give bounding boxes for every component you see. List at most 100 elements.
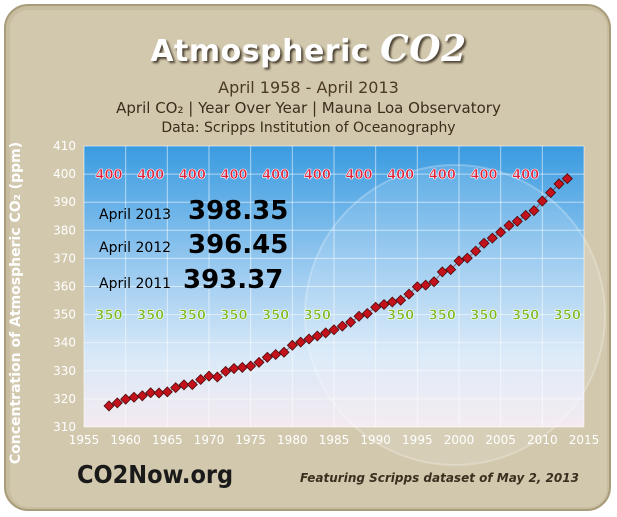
data-point <box>220 365 232 377</box>
data-point <box>353 310 365 322</box>
data-point <box>328 324 340 336</box>
reference-label-350: 350 <box>554 309 581 324</box>
data-point <box>103 400 115 412</box>
data-point <box>470 245 482 257</box>
data-point <box>278 346 290 358</box>
data-point <box>320 327 332 339</box>
x-tick-label: 1995 <box>402 433 433 447</box>
data-point <box>336 320 348 332</box>
y-tick-label: 390 <box>53 195 76 209</box>
data-point <box>445 264 457 276</box>
data-point <box>361 307 373 319</box>
data-point <box>370 301 382 313</box>
data-point <box>553 178 565 190</box>
x-tick-label: 2005 <box>485 433 516 447</box>
data-point <box>311 330 323 342</box>
data-point <box>128 391 140 403</box>
data-point <box>261 351 273 363</box>
y-tick-label: 320 <box>53 392 76 406</box>
y-tick-label: 400 <box>53 167 76 181</box>
data-point <box>195 373 207 386</box>
y-tick-label: 380 <box>53 223 76 237</box>
data-point <box>536 195 548 207</box>
chart-description: April CO₂ | Year Over Year | Mauna Loa O… <box>116 99 501 117</box>
data-point <box>395 294 407 306</box>
featuring-note: Featuring Scripps dataset of May 2, 2013 <box>300 471 579 485</box>
reference-label-400: 400 <box>429 168 456 183</box>
data-point <box>520 209 532 221</box>
reference-label-400: 400 <box>512 168 539 183</box>
x-tick-label: 1965 <box>152 433 183 447</box>
data-point <box>478 237 490 249</box>
data-point <box>120 393 132 405</box>
data-point <box>511 215 523 227</box>
x-tick-label: 2010 <box>527 433 558 447</box>
data-point <box>186 379 198 391</box>
data-point <box>428 276 440 288</box>
reference-label-350: 350 <box>304 309 331 324</box>
reference-label-350: 350 <box>470 309 497 324</box>
reference-label-350: 350 <box>137 309 164 324</box>
data-point <box>178 379 190 391</box>
data-point <box>378 298 390 310</box>
data-point <box>503 220 515 232</box>
chart-title: Atmospheric CO2 <box>150 28 467 70</box>
data-point <box>228 363 240 375</box>
reference-label-400: 400 <box>345 168 372 183</box>
data-point <box>528 205 540 217</box>
data-point <box>245 360 257 372</box>
reference-label-350: 350 <box>179 309 206 324</box>
x-tick-label: 2015 <box>569 433 600 447</box>
stat-value-2011: 393.37 <box>183 265 284 295</box>
data-point <box>153 387 165 399</box>
data-point <box>461 252 473 264</box>
co2now-logo: CO2Now.org <box>77 460 234 489</box>
data-point <box>486 232 498 244</box>
data-point <box>303 333 315 345</box>
reference-label-350: 350 <box>512 309 539 324</box>
data-point <box>453 255 465 267</box>
data-point <box>561 173 573 185</box>
data-point <box>236 361 248 373</box>
data-point <box>386 296 398 308</box>
data-point <box>345 316 357 328</box>
data-point <box>253 356 265 368</box>
x-tick-label: 1985 <box>319 433 350 447</box>
x-tick-label: 1975 <box>235 433 266 447</box>
y-axis-label: Concentration of Atmospheric CO₂ (ppm) <box>8 141 24 465</box>
reference-label-400: 400 <box>304 168 331 183</box>
reference-label-350: 350 <box>95 309 122 324</box>
data-point <box>170 382 182 394</box>
x-tick-label: 2000 <box>444 433 475 447</box>
data-point <box>411 281 423 293</box>
data-point <box>145 387 157 399</box>
reference-label-400: 400 <box>262 168 289 183</box>
data-point <box>161 386 173 398</box>
x-tick-label: 1955 <box>69 433 100 447</box>
data-point <box>403 288 415 300</box>
reference-label-350: 350 <box>429 309 456 324</box>
y-tick-label: 360 <box>53 280 76 294</box>
chart-subtitle: April 1958 - April 2013 <box>218 78 399 97</box>
data-point <box>545 187 557 199</box>
y-tick-label: 370 <box>53 251 76 265</box>
data-point <box>136 390 148 402</box>
y-tick-label: 310 <box>53 420 76 434</box>
x-tick-label: 1990 <box>360 433 391 447</box>
data-point <box>295 336 307 348</box>
reference-label-350: 350 <box>262 309 289 324</box>
reference-label-400: 400 <box>137 168 164 183</box>
y-tick-label: 330 <box>53 364 76 378</box>
reference-label-400: 400 <box>387 168 414 183</box>
data-point <box>211 371 223 383</box>
x-tick-label: 1970 <box>194 433 225 447</box>
data-point <box>203 370 215 382</box>
stat-value-2012: 396.45 <box>188 230 289 260</box>
reference-label-400: 400 <box>95 168 122 183</box>
reference-label-400: 400 <box>179 168 206 183</box>
y-tick-label: 340 <box>53 336 76 350</box>
x-tick-label: 1980 <box>277 433 308 447</box>
reference-label-400: 400 <box>220 168 247 183</box>
